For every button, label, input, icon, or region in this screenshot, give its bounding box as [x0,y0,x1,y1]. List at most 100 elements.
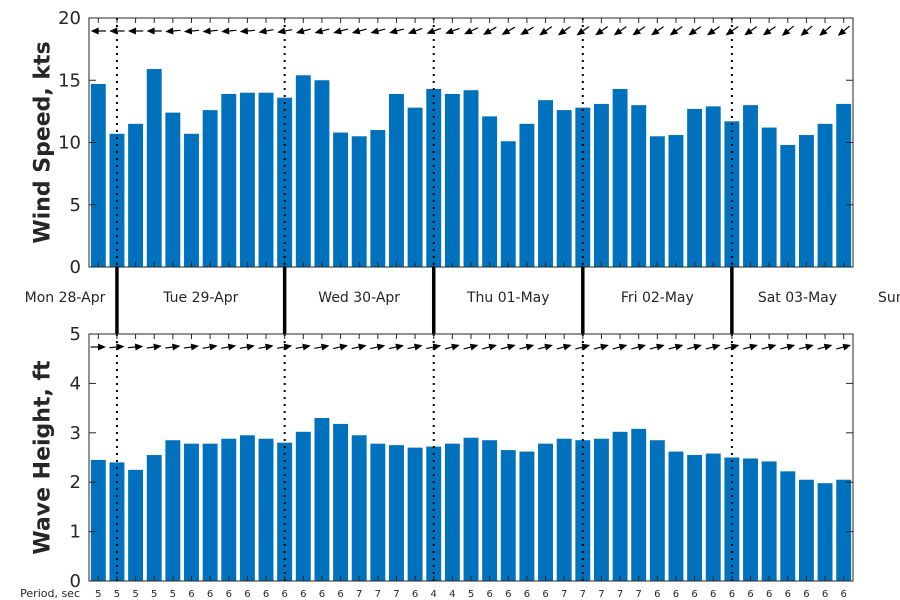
wind-direction-arrow [688,26,702,36]
day-label: Sat 03-May [758,290,837,306]
wind-direction-arrow [370,27,386,35]
wind-bar [668,135,684,267]
wave-direction-arrow [332,343,349,351]
period-value: 6 [785,589,791,600]
wave-bar [444,443,460,581]
wind-panel: 0 5 10 15 20 Wind Speed, kts [31,8,854,278]
wave-direction-arrow [817,343,833,351]
wind-bar [165,112,181,268]
wave-direction-arrow [482,343,498,351]
wind-bar [556,110,572,267]
wind-direction-arrow [483,26,497,35]
wave-direction-arrow [314,343,330,351]
wind-direction-arrow [837,25,850,36]
wave-bar [277,442,293,581]
wave-direction-arrow [612,343,628,351]
period-value: 6 [281,589,287,600]
wind-bar [239,92,255,267]
wave-direction-arrow [631,343,647,351]
wind-bar [761,127,777,267]
wind-y-axis: 0 5 10 15 20 [58,8,853,278]
wave-bar [370,443,386,581]
wind-bar [780,144,796,267]
wave-direction-arrow [146,343,162,351]
wave-direction-arrow [127,343,144,351]
wave-bar [239,435,255,581]
wind-direction-arrow [819,25,832,36]
wave-direction-arrow [724,343,740,351]
wind-bar [593,103,609,267]
wave-direction-arrow [500,343,516,351]
period-value: 7 [561,589,567,600]
wave-direction-arrow [258,343,274,351]
wave-bar [798,479,814,581]
wave-bar [426,446,442,581]
period-value: 6 [486,589,492,600]
wind-arrows [90,25,850,36]
wave-direction-arrow [836,343,852,351]
wave-direction-arrow [687,343,702,351]
wind-direction-arrow [314,27,330,35]
wave-direction-arrow [705,343,721,351]
wave-bar [612,431,628,581]
wave-bar [687,455,703,581]
wind-direction-arrow [351,27,367,35]
wind-direction-arrow [706,26,720,36]
wind-bar [500,141,516,267]
period-value: 5 [468,589,474,600]
wave-direction-arrow [593,343,609,351]
wind-y-tick-label: 0 [70,257,81,278]
wave-y-tick-label: 0 [70,571,81,592]
wave-bar [407,447,423,581]
wave-direction-arrow [649,343,665,351]
wind-bar [426,88,442,268]
wind-bar [277,97,293,268]
wind-bar [817,123,833,267]
wind-direction-arrow [109,27,125,35]
wave-bar [649,440,665,581]
wave-direction-arrow [426,343,442,351]
wind-y-tick-label: 20 [58,8,81,29]
wind-bar [314,80,330,267]
wave-bar [184,443,199,581]
wave-direction-arrow [407,343,423,351]
wave-arrows [90,343,852,351]
wave-direction-arrow [463,343,479,351]
period-value: 5 [132,589,138,600]
wind-bar [295,75,311,268]
wind-bar [184,133,199,267]
wave-bar [128,469,144,581]
wind-direction-arrow [651,26,664,36]
wave-y-axis-label: Wave Height, ft [31,360,56,555]
wave-direction-arrow [351,343,367,351]
wave-y-tick-label: 5 [70,324,81,345]
wind-direction-arrow [445,27,460,35]
period-value: 6 [822,589,828,600]
period-value: 6 [226,589,232,600]
wind-direction-arrow [800,25,813,36]
wave-direction-arrow [780,343,796,351]
wind-direction-arrow [632,26,646,36]
wave-direction-arrow [370,343,386,351]
wind-bar [538,100,553,267]
wave-y-tick-label: 4 [70,373,81,394]
period-value: 6 [207,589,213,600]
wave-bar [761,461,777,581]
wind-bar [463,90,479,268]
wind-bar [128,123,144,267]
wave-bar [519,451,535,581]
wind-direction-arrow [258,27,274,35]
wind-bar [444,93,460,267]
period-row: Period, sec 5 5 5 5 5 6 6 6 6 6 6 6 6 6 7 7 7 6 4 4 5 6 6 6 6 7 7 7… [20,587,847,600]
wind-y-tick-label: 10 [58,133,81,154]
period-value: 5 [170,589,176,600]
wind-direction-arrow [539,26,553,36]
period-value: 5 [114,589,120,600]
wind-bar [612,88,628,268]
wind-bar [258,92,274,267]
wave-bar [631,428,647,581]
wind-direction-arrow [669,26,683,36]
period-value: 6 [412,589,418,600]
wave-direction-arrow [239,343,255,351]
